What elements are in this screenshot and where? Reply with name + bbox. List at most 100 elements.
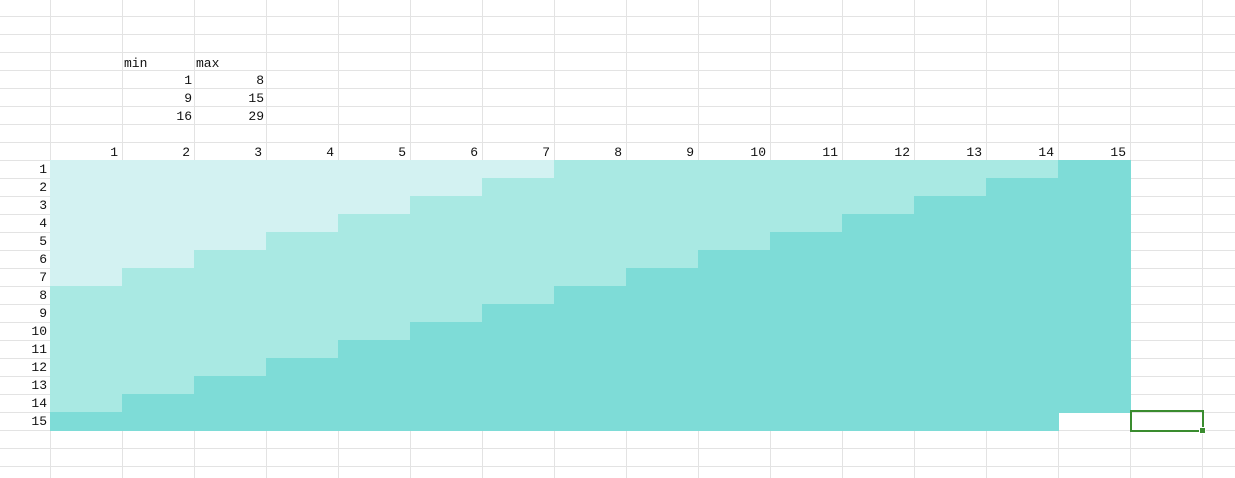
heatmap-cell[interactable] [122,214,195,233]
heatmap-cell[interactable] [482,358,555,377]
heatmap-cell[interactable] [50,358,123,377]
heatmap-cell[interactable] [482,394,555,413]
heatmap-cell[interactable] [194,268,267,287]
heatmap-cell[interactable] [50,214,123,233]
heatmap-cell[interactable] [986,232,1059,251]
heatmap-cell[interactable] [410,394,483,413]
heatmap-cell[interactable] [122,322,195,341]
heatmap-cell[interactable] [626,214,699,233]
heatmap-cell[interactable] [266,160,339,179]
heatmap-cell[interactable] [698,268,771,287]
heatmap-cell[interactable] [410,232,483,251]
heatmap-cell[interactable] [338,250,411,269]
heatmap-cell[interactable] [914,196,987,215]
heatmap-cell[interactable] [698,394,771,413]
heatmap-cell[interactable] [770,250,843,269]
heatmap-cell[interactable] [50,304,123,323]
heatmap-cell[interactable] [122,358,195,377]
heatmap-cell[interactable] [986,250,1059,269]
heatmap-cell[interactable] [914,358,987,377]
heatmap-cell[interactable] [626,286,699,305]
heatmap-cell[interactable] [770,286,843,305]
heatmap-cell[interactable] [842,160,915,179]
heatmap-cell[interactable] [266,412,339,431]
heatmap-cell[interactable] [698,214,771,233]
heatmap-cell[interactable] [986,376,1059,395]
heatmap-cell[interactable] [266,250,339,269]
heatmap-cell[interactable] [842,232,915,251]
heatmap-cell[interactable] [842,268,915,287]
heatmap-cell[interactable] [122,394,195,413]
heatmap-cell[interactable] [194,376,267,395]
heatmap-cell[interactable] [770,160,843,179]
heatmap-cell[interactable] [482,196,555,215]
heatmap-cell[interactable] [698,250,771,269]
heatmap-cell[interactable] [698,304,771,323]
heatmap-cell[interactable] [50,250,123,269]
heatmap-cell[interactable] [770,322,843,341]
heatmap-cell[interactable] [698,232,771,251]
heatmap-cell[interactable] [194,178,267,197]
heatmap-cell[interactable] [50,232,123,251]
heatmap-cell[interactable] [842,250,915,269]
heatmap-cell[interactable] [986,412,1059,431]
heatmap-cell[interactable] [338,376,411,395]
heatmap-cell[interactable] [1058,178,1131,197]
heatmap-cell[interactable] [266,196,339,215]
heatmap-cell[interactable] [554,178,627,197]
heatmap-cell[interactable] [1058,322,1131,341]
heatmap-cell[interactable] [986,178,1059,197]
heatmap-cell[interactable] [698,160,771,179]
heatmap-cell[interactable] [482,340,555,359]
heatmap-cell[interactable] [626,232,699,251]
heatmap-cell[interactable] [482,412,555,431]
heatmap-cell[interactable] [194,340,267,359]
heatmap-cell[interactable] [698,358,771,377]
heatmap-cell[interactable] [986,160,1059,179]
heatmap-cell[interactable] [1058,358,1131,377]
heatmap-cell[interactable] [122,196,195,215]
heatmap-cell[interactable] [842,286,915,305]
heatmap-cell[interactable] [338,232,411,251]
heatmap-cell[interactable] [986,394,1059,413]
heatmap-cell[interactable] [410,286,483,305]
fill-handle[interactable] [1199,427,1206,434]
heatmap-cell[interactable] [626,160,699,179]
heatmap-cell[interactable] [914,268,987,287]
heatmap-cell[interactable] [914,340,987,359]
heatmap-cell[interactable] [50,340,123,359]
heatmap-cell[interactable] [698,196,771,215]
heatmap-cell[interactable] [50,412,123,431]
heatmap-cell[interactable] [914,412,987,431]
heatmap-cell[interactable] [194,160,267,179]
heatmap-cell[interactable] [338,178,411,197]
heatmap-cell[interactable] [410,340,483,359]
heatmap-cell[interactable] [482,232,555,251]
heatmap-cell[interactable] [266,376,339,395]
heatmap-cell[interactable] [410,376,483,395]
heatmap-cell[interactable] [986,196,1059,215]
heatmap-cell[interactable] [338,268,411,287]
heatmap-cell[interactable] [194,304,267,323]
heatmap-cell[interactable] [266,286,339,305]
heatmap-cell[interactable] [770,196,843,215]
heatmap-cell[interactable] [698,178,771,197]
heatmap-cell[interactable] [770,358,843,377]
heatmap-cell[interactable] [410,322,483,341]
heatmap-cell[interactable] [482,322,555,341]
heatmap-cell[interactable] [554,268,627,287]
heatmap-cell[interactable] [482,268,555,287]
heatmap-cell[interactable] [338,286,411,305]
heatmap-cell[interactable] [338,196,411,215]
heatmap-cell[interactable] [626,304,699,323]
heatmap-cell[interactable] [842,376,915,395]
heatmap-cell[interactable] [122,160,195,179]
heatmap-cell[interactable] [482,214,555,233]
heatmap-cell[interactable] [914,160,987,179]
heatmap-cell[interactable] [338,304,411,323]
heatmap-cell[interactable] [554,286,627,305]
heatmap-cell[interactable] [914,178,987,197]
heatmap-cell[interactable] [194,232,267,251]
heatmap-cell[interactable] [842,322,915,341]
heatmap-cell[interactable] [194,214,267,233]
